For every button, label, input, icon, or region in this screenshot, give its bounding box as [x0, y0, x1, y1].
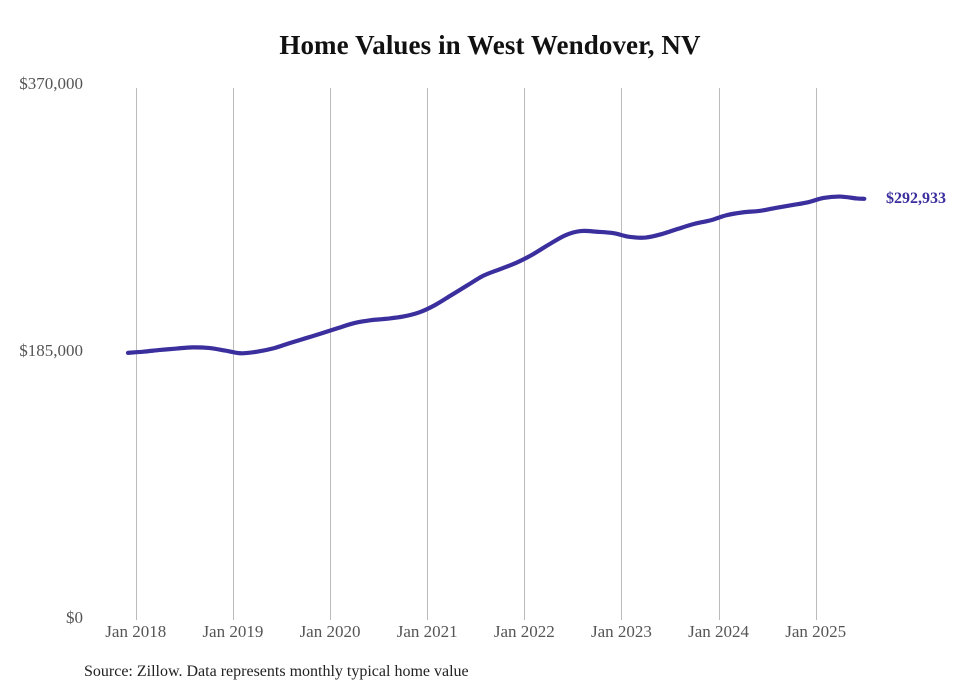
x-axis-tick-jan-2018: Jan 2018: [105, 622, 167, 641]
y-axis-tick-mid: $185,000: [19, 341, 83, 360]
x-axis-tick-jan-2019: Jan 2019: [202, 622, 264, 641]
x-axis-tick-jan-2023: Jan 2023: [590, 622, 652, 641]
chart-title: Home Values in West Wendover, NV: [279, 30, 701, 60]
x-axis-tick-jan-2025: Jan 2025: [785, 622, 847, 641]
source-note: Source: Zillow. Data represents monthly …: [84, 663, 469, 680]
y-axis-tick-zero: $0: [66, 608, 83, 627]
y-axis-tick-top: $370,000: [19, 74, 83, 93]
home-value-line: [125, 194, 867, 356]
x-axis-tick-jan-2024: Jan 2024: [688, 622, 750, 641]
x-axis-tick-jan-2020: Jan 2020: [299, 622, 361, 641]
end-value-label: $292,933: [886, 189, 946, 207]
x-axis-tick-jan-2021: Jan 2021: [396, 622, 458, 641]
x-axis-tick-jan-2022: Jan 2022: [493, 622, 555, 641]
